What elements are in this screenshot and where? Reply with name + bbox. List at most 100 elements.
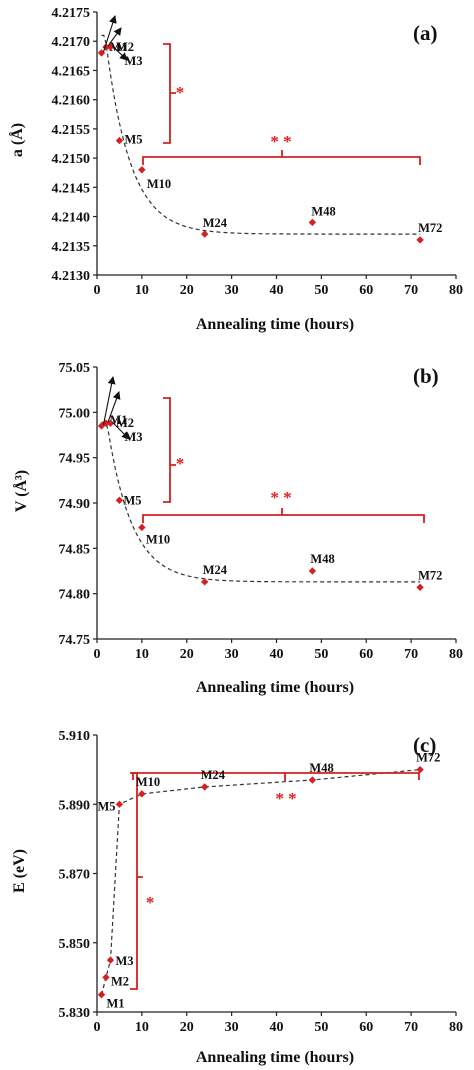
x-tick-label: 20 xyxy=(180,1020,194,1035)
significance-marker: * xyxy=(176,454,185,473)
panel-b: (b) Annealing time (hours) V (Å³) 0 10 20 3… xyxy=(12,361,463,696)
x-tick-label: 0 xyxy=(94,1020,101,1035)
point-label: M24 xyxy=(203,216,228,230)
x-tick-label: 70 xyxy=(404,647,418,662)
point-label: M24 xyxy=(203,563,228,577)
panel-a: (a) Annealing time (hours) a (Å) 0 10 20 30… xyxy=(8,6,463,333)
data-point xyxy=(115,800,124,808)
x-axis-title: Annealing time (hours) xyxy=(196,679,354,696)
y-tick-label: 4.2145 xyxy=(52,181,91,196)
y-axis-title: E (eV) xyxy=(11,849,28,893)
significance-marker: * xyxy=(176,83,185,102)
x-tick-label: 40 xyxy=(270,1020,284,1035)
point-label: M5 xyxy=(97,799,115,813)
y-axis-title: V (Å³) xyxy=(12,470,30,512)
x-tick-label: 80 xyxy=(449,647,463,662)
point-label: M72 xyxy=(416,751,440,765)
label-arrow xyxy=(107,391,121,423)
y-tick-label: 75.00 xyxy=(59,406,91,421)
point-label: M24 xyxy=(201,768,226,782)
panel-label: (b) xyxy=(413,364,439,388)
label-arrow xyxy=(112,45,128,61)
point-label: M10 xyxy=(146,532,170,546)
x-tick-label: 30 xyxy=(225,1020,239,1035)
significance-bracket xyxy=(142,150,421,165)
data-point xyxy=(308,776,317,784)
y-tick-label: 74.80 xyxy=(59,588,91,603)
x-tick-label: 80 xyxy=(449,283,463,298)
data-point xyxy=(308,218,317,227)
x-axis-title: Annealing time (hours) xyxy=(196,1049,354,1066)
label-arrow xyxy=(107,27,122,47)
y-tick-label: 74.85 xyxy=(59,542,91,557)
y-tick-label: 75.05 xyxy=(59,361,91,376)
label-arrow xyxy=(102,376,116,426)
data-point xyxy=(138,166,146,174)
significance-bracket xyxy=(132,772,420,782)
data-point xyxy=(416,236,424,244)
label-arrow xyxy=(102,15,117,53)
x-tick-label: 40 xyxy=(270,647,284,662)
x-tick-label: 60 xyxy=(359,283,373,298)
y-tick-label: 5.850 xyxy=(59,937,91,952)
significance-bracket xyxy=(142,508,425,523)
x-tick-label: 50 xyxy=(314,1020,328,1035)
y-tick-label: 4.2135 xyxy=(52,240,91,255)
y-tick-label: 5.830 xyxy=(59,1006,91,1021)
data-point xyxy=(115,136,124,145)
point-label: M3 xyxy=(124,54,142,68)
y-tick-label: 4.2150 xyxy=(52,152,91,167)
y-tick-label: 5.910 xyxy=(59,729,91,744)
point-label: M72 xyxy=(418,568,442,582)
point-label: M1 xyxy=(109,40,127,54)
x-tick-label: 30 xyxy=(225,283,239,298)
data-point xyxy=(416,765,424,774)
data-point xyxy=(138,523,146,532)
point-label: M48 xyxy=(309,761,333,775)
y-tick-label: 74.90 xyxy=(59,497,91,512)
trend-line xyxy=(101,34,421,235)
x-tick-label: 20 xyxy=(180,647,194,662)
data-point xyxy=(308,567,317,575)
significance-bracket xyxy=(163,43,176,144)
data-point xyxy=(201,578,209,586)
panel-label: (c) xyxy=(413,733,436,757)
x-tick-label: 40 xyxy=(270,283,284,298)
point-label: M2 xyxy=(111,974,129,988)
data-point xyxy=(416,583,424,591)
data-point xyxy=(102,973,110,982)
data-point xyxy=(201,230,209,238)
data-point xyxy=(97,991,106,999)
data-point xyxy=(115,496,124,504)
x-tick-label: 0 xyxy=(94,647,101,662)
significance-marker: * * xyxy=(275,789,296,808)
point-label: M48 xyxy=(310,552,334,566)
x-tick-label: 60 xyxy=(359,1020,373,1035)
x-tick-label: 70 xyxy=(404,1020,418,1035)
point-label: M72 xyxy=(418,221,442,235)
x-tick-label: 20 xyxy=(180,283,194,298)
y-tick-label: 74.95 xyxy=(59,452,91,467)
significance-marker: * * xyxy=(270,488,291,507)
y-tick-label: 4.2165 xyxy=(52,64,91,79)
y-tick-label: 4.2160 xyxy=(52,94,91,109)
panel-c: (c) Annealing time (hours) E (eV) 0 10 20 3… xyxy=(11,729,463,1066)
x-tick-label: 50 xyxy=(314,283,328,298)
x-tick-label: 60 xyxy=(359,647,373,662)
significance-bracket xyxy=(163,397,176,503)
significance-marker: * * xyxy=(270,132,291,151)
label-arrow xyxy=(112,421,130,440)
y-tick-label: 4.2140 xyxy=(52,211,91,226)
y-tick-label: 4.2170 xyxy=(52,35,91,50)
point-label: M10 xyxy=(147,177,171,191)
x-tick-label: 70 xyxy=(404,283,418,298)
y-tick-label: 5.890 xyxy=(59,798,91,813)
x-axis-title: Annealing time (hours) xyxy=(196,316,354,333)
x-tick-label: 0 xyxy=(94,283,101,298)
point-label: M2 xyxy=(116,40,134,54)
significance-marker: * xyxy=(146,893,155,912)
y-tick-label: 74.75 xyxy=(59,633,91,648)
data-point xyxy=(138,790,146,798)
y-tick-label: 4.2175 xyxy=(52,6,91,21)
